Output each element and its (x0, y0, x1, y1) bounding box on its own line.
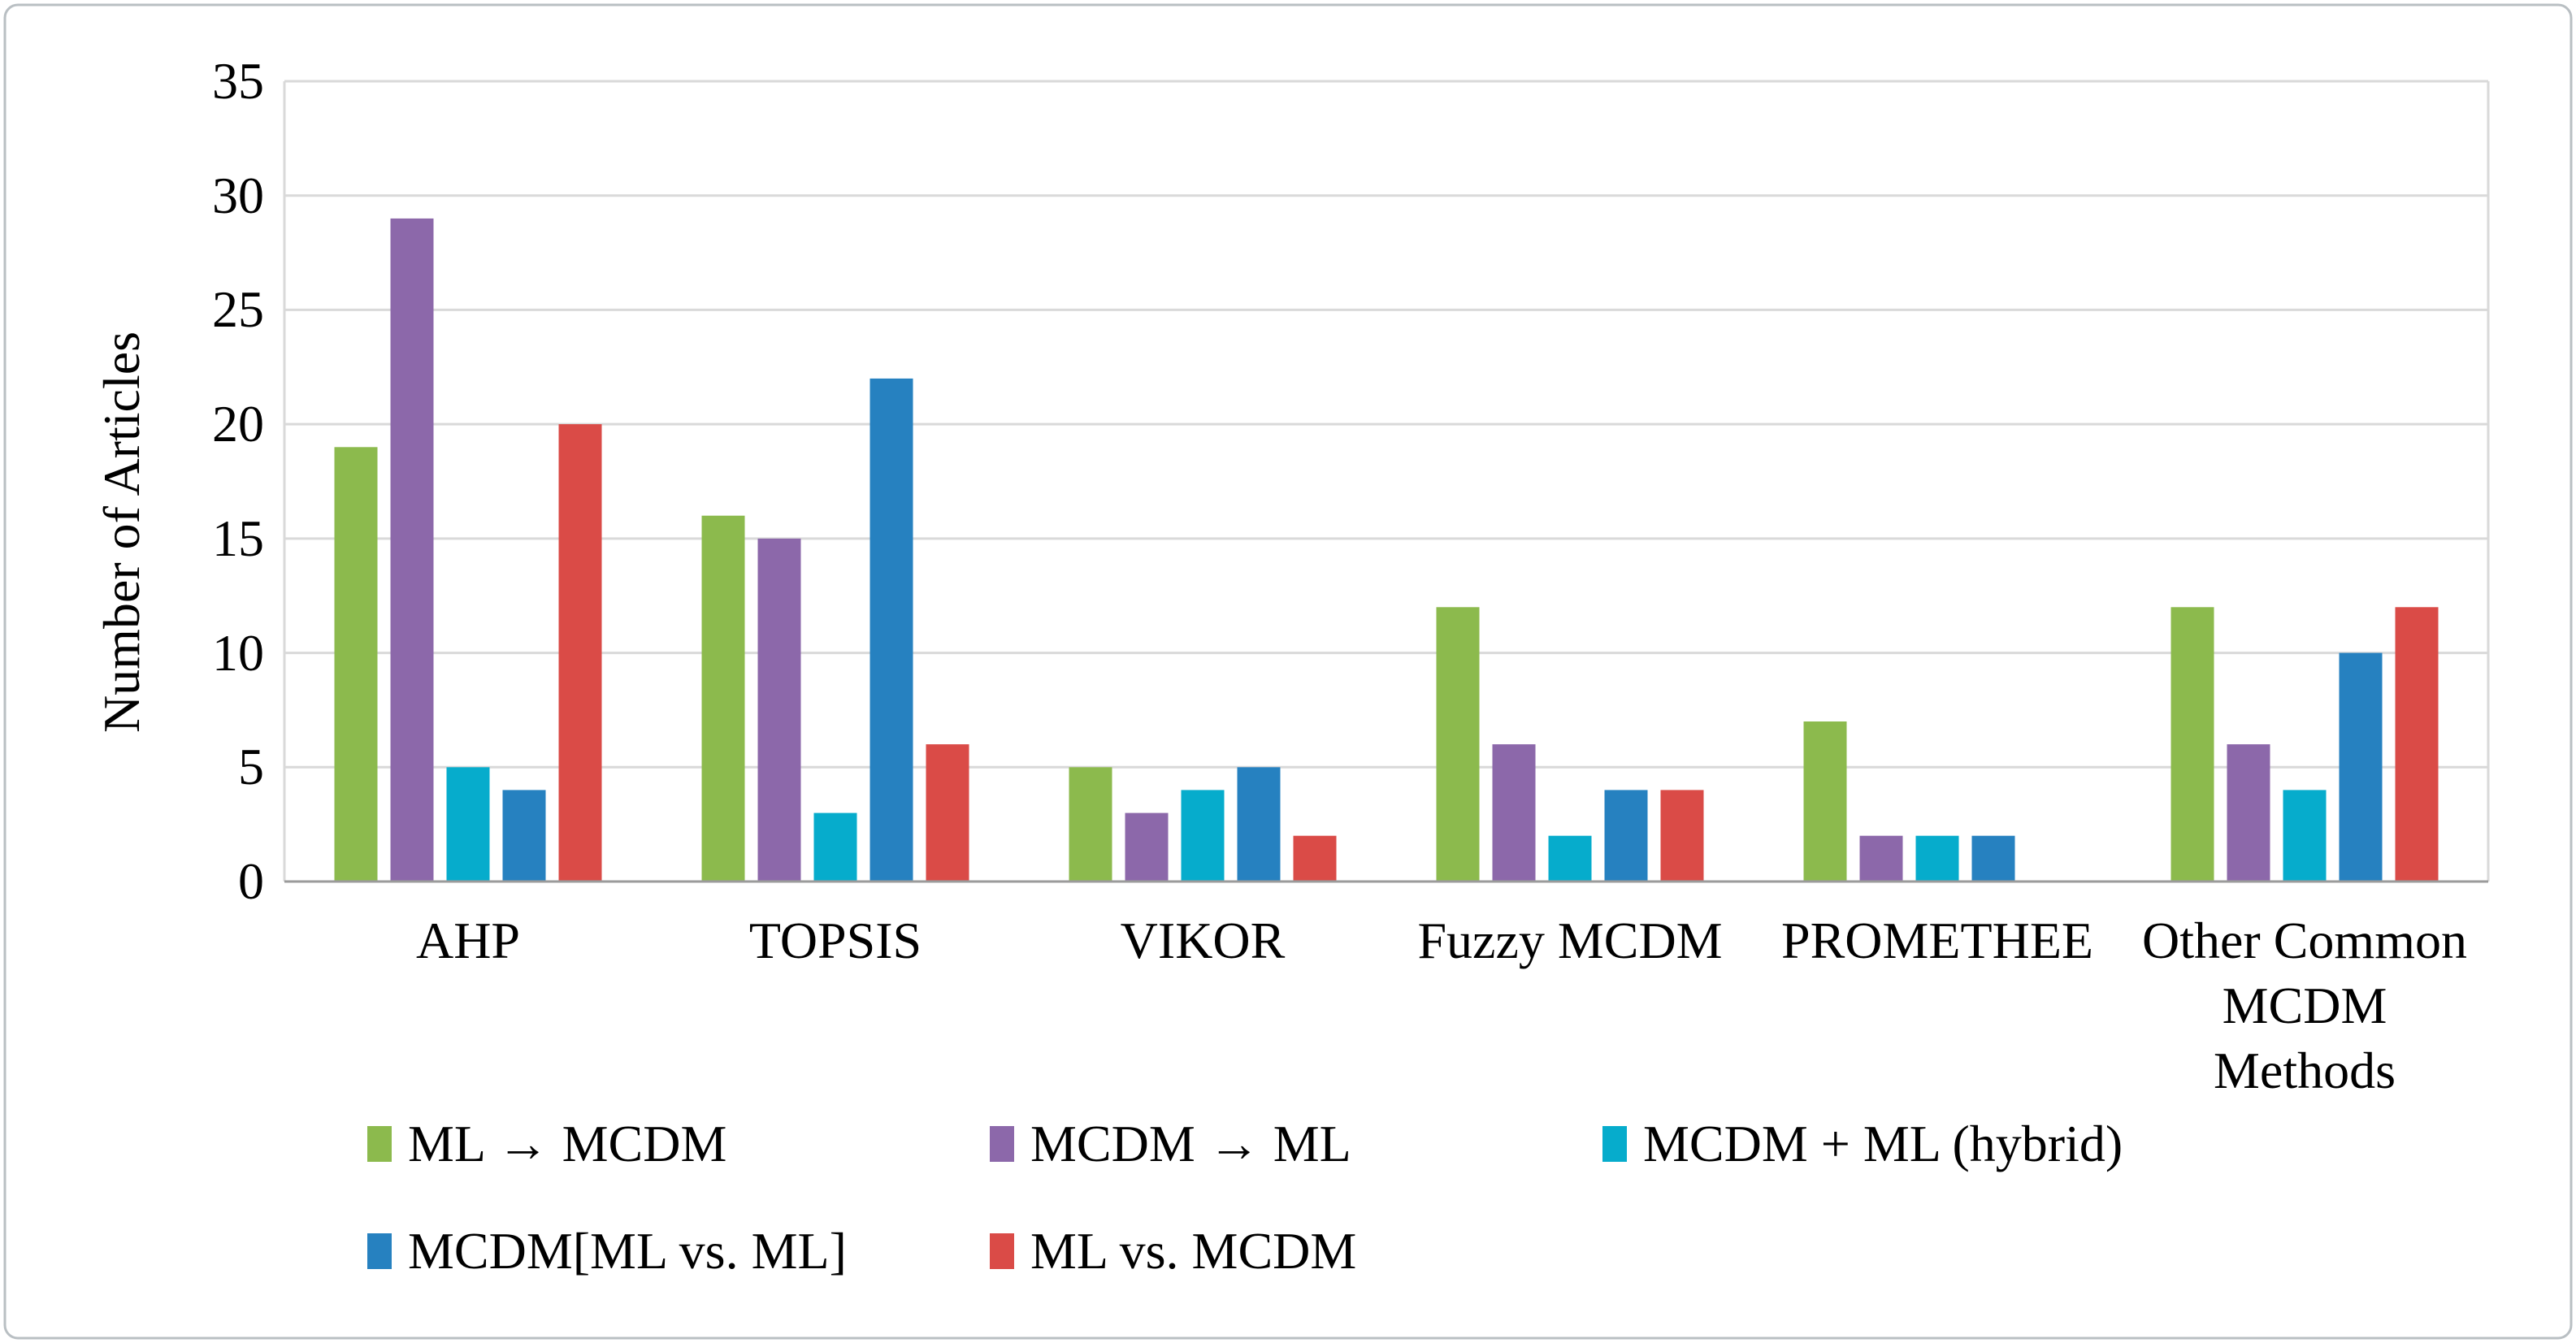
y-tick-label: 15 (212, 509, 264, 567)
x-category-label: Other Common MCDM Methods (2142, 912, 2467, 1099)
x-category-label: TOPSIS (748, 912, 922, 969)
bar-2-0 (446, 767, 490, 882)
bar-1-2 (1125, 812, 1169, 882)
y-tick-label: 25 (212, 280, 264, 339)
bar-1-5 (2227, 744, 2270, 882)
bar-1-1 (757, 538, 801, 882)
bar-0-5 (2171, 607, 2214, 882)
legend-label: MCDM[ML vs. ML] (408, 1222, 847, 1280)
y-tick-label: 30 (212, 166, 264, 224)
bar-3-0 (502, 790, 546, 882)
bar-2-2 (1181, 790, 1225, 882)
bar-0-0 (334, 447, 378, 882)
legend-label: MCDM + ML (hybrid) (1643, 1115, 2123, 1172)
bar-4-1 (926, 744, 969, 882)
y-tick-label: 35 (212, 52, 264, 110)
bar-2-3 (1548, 835, 1592, 882)
legend-label: MCDM → ML (1030, 1115, 1351, 1172)
bar-3-5 (2339, 652, 2383, 882)
bar-0-1 (701, 515, 745, 882)
x-category-label: PROMETHEE (1781, 912, 2093, 969)
legend-item: MCDM + ML (hybrid) (1602, 1115, 2123, 1173)
bar-3-4 (1971, 835, 2015, 882)
bar-2-1 (813, 812, 857, 882)
bar-0-2 (1069, 767, 1112, 882)
legend-item: ML → MCDM (367, 1115, 726, 1173)
x-category-label: AHP (415, 912, 521, 969)
legend-item: MCDM[ML vs. ML] (367, 1222, 847, 1280)
bar-4-2 (1293, 835, 1337, 882)
bar-3-2 (1237, 767, 1281, 882)
bar-1-0 (390, 218, 434, 882)
legend-swatch (990, 1233, 1014, 1269)
bar-0-3 (1436, 607, 1480, 882)
bar-4-5 (2395, 607, 2439, 882)
bar-2-4 (1915, 835, 1959, 882)
x-category-label: VIKOR (1120, 912, 1286, 969)
legend-swatch (367, 1126, 392, 1162)
legend-label: ML vs. MCDM (1030, 1222, 1357, 1280)
y-tick-label: 0 (238, 852, 264, 910)
bar-3-3 (1604, 790, 1648, 882)
legend-label: ML → MCDM (408, 1115, 727, 1172)
bar-2-5 (2283, 790, 2327, 882)
bar-0-4 (1803, 721, 1847, 882)
figure-border (3, 3, 2573, 1340)
bar-4-3 (1660, 790, 1704, 882)
bar-4-0 (558, 424, 602, 882)
x-category-label: Fuzzy MCDM (1417, 912, 1723, 969)
bar-1-4 (1859, 835, 1903, 882)
legend-swatch (1602, 1126, 1627, 1162)
y-tick-label: 5 (238, 738, 264, 796)
legend-item: ML vs. MCDM (990, 1222, 1356, 1280)
legend-swatch (367, 1233, 392, 1269)
bar-1-3 (1492, 744, 1536, 882)
legend-item: MCDM → ML (990, 1115, 1351, 1173)
y-tick-label: 20 (212, 395, 264, 453)
y-tick-label: 10 (212, 623, 264, 682)
legend-swatch (990, 1126, 1014, 1162)
bar-3-1 (870, 378, 913, 882)
